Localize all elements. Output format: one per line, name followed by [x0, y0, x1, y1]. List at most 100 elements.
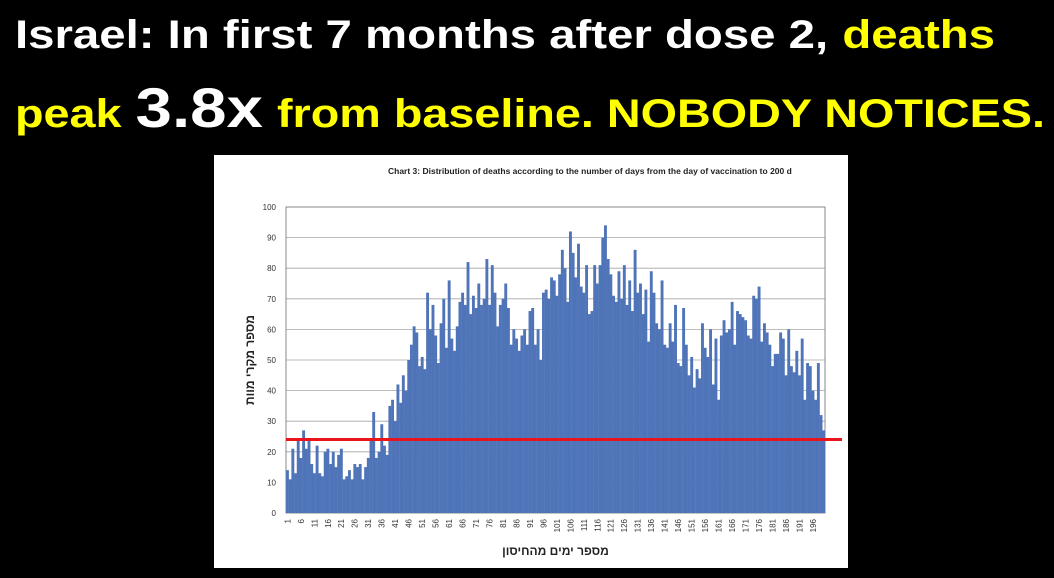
x-tick-label: 1 — [283, 518, 292, 523]
bar — [652, 292, 656, 513]
bar — [501, 298, 505, 513]
x-tick-label: 91 — [526, 518, 535, 527]
bar — [595, 283, 599, 513]
bar — [558, 274, 562, 513]
bar — [819, 415, 823, 513]
x-tick-label: 51 — [418, 518, 427, 527]
bar — [822, 430, 826, 513]
headline-segment: from baseline. NOBODY NOTICES. — [277, 92, 1045, 136]
bar — [795, 350, 799, 513]
bar — [612, 295, 615, 513]
x-tick-label: 71 — [472, 518, 481, 527]
bar — [614, 301, 618, 513]
bar — [439, 323, 443, 513]
bar — [396, 384, 400, 513]
bar — [730, 301, 734, 513]
bar — [307, 439, 311, 513]
x-tick-label: 66 — [459, 518, 468, 527]
bar — [571, 252, 575, 513]
bar — [412, 326, 416, 513]
bar — [536, 329, 540, 513]
bar — [455, 326, 459, 513]
bar — [773, 353, 777, 513]
chart: Chart 3: Distribution of deaths accordin… — [243, 166, 842, 558]
bar — [409, 344, 413, 513]
bar — [577, 243, 580, 513]
bar — [706, 356, 710, 513]
bar — [601, 237, 605, 513]
bar — [364, 467, 368, 513]
x-tick-label: 181 — [768, 518, 777, 532]
bar — [622, 265, 626, 513]
bar — [738, 314, 742, 513]
bar — [506, 307, 510, 513]
bar — [660, 280, 664, 513]
bar — [423, 369, 427, 513]
bar — [763, 323, 766, 513]
bar — [754, 298, 758, 513]
x-tick-label: 61 — [445, 518, 454, 527]
bar — [711, 384, 715, 513]
x-tick-label: 41 — [391, 518, 400, 527]
bar — [480, 304, 483, 513]
bar — [604, 225, 607, 514]
bar — [665, 347, 669, 513]
bar — [347, 470, 351, 513]
bar — [547, 298, 551, 513]
x-tick-label: 86 — [512, 518, 521, 527]
bar — [442, 298, 446, 513]
bar — [463, 304, 467, 513]
bar — [692, 387, 696, 513]
x-tick-label: 56 — [432, 518, 441, 527]
x-tick-label: 186 — [782, 518, 791, 532]
y-tick-label: 20 — [267, 448, 276, 457]
bar — [533, 344, 537, 513]
x-tick-label: 106 — [566, 518, 575, 532]
x-tick-label: 171 — [741, 518, 750, 532]
x-tick-label: 76 — [485, 518, 494, 527]
bar — [415, 332, 419, 513]
bar — [749, 338, 753, 513]
bar — [407, 360, 411, 513]
x-tick-label: 26 — [351, 518, 360, 527]
bar — [291, 448, 295, 513]
bar — [523, 329, 527, 513]
bar — [760, 341, 764, 513]
bar — [717, 399, 721, 513]
bar — [779, 332, 783, 513]
bar — [798, 375, 801, 513]
headline: peak 3.8x from baseline. NOBODY NOTICES. — [15, 76, 1045, 139]
y-tick-label: 0 — [272, 509, 277, 518]
bar — [701, 323, 704, 513]
bar — [727, 329, 731, 513]
bar — [765, 332, 769, 513]
bar — [315, 445, 319, 513]
bar — [757, 286, 761, 513]
headline: Israel: In first 7 months after dose 2, d… — [15, 13, 995, 57]
x-tick-label: 116 — [593, 518, 602, 531]
bar — [682, 307, 686, 513]
bar — [736, 311, 739, 513]
bar — [353, 464, 357, 513]
bar — [695, 369, 699, 513]
bar — [434, 335, 438, 513]
x-tick-label: 11 — [310, 518, 319, 527]
bar — [321, 476, 324, 513]
x-tick-label: 151 — [688, 518, 697, 532]
bar — [450, 338, 454, 513]
bar — [436, 363, 440, 513]
bar — [356, 467, 359, 513]
bar — [471, 295, 475, 513]
bar — [401, 375, 405, 513]
bar — [806, 363, 810, 513]
y-tick-label: 50 — [267, 356, 276, 365]
bar — [485, 259, 489, 513]
bar — [784, 375, 788, 513]
bar — [792, 372, 796, 513]
bar — [593, 265, 597, 513]
bar — [426, 292, 430, 513]
x-tick-label: 16 — [324, 518, 333, 527]
bar — [477, 283, 481, 513]
bar — [393, 421, 397, 513]
x-tick-label: 121 — [607, 518, 616, 532]
